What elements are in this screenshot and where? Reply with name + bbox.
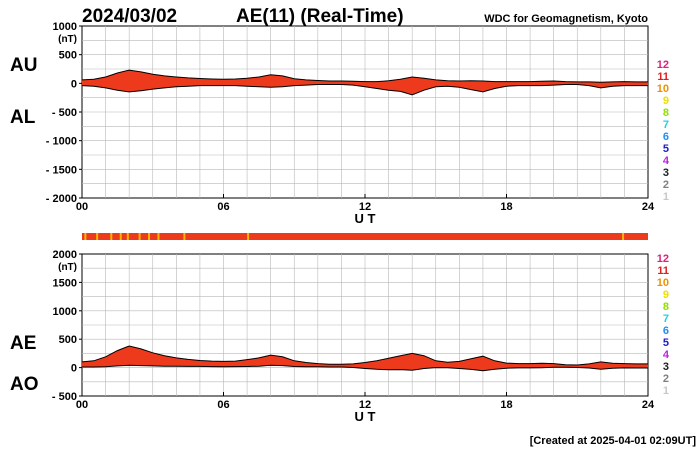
created-timestamp: [Created at 2025-04-01 02:09UT] <box>530 435 697 447</box>
activity-bar-accent <box>148 233 151 240</box>
legend-count-label: 3 <box>663 361 669 373</box>
activity-bar-accent <box>126 233 129 240</box>
y-tick-label: 0 <box>71 363 77 375</box>
activity-bar-accent <box>110 233 113 240</box>
legend-count-label: 2 <box>663 373 669 385</box>
y-tick-label: 1000 <box>53 306 77 318</box>
ae-ao-panel: 2000 1500 1000 500 0 - 500 (nT) 00 06 12 18 24 U T AE… <box>10 249 655 424</box>
au-al-panel: 1000 500 0 - 500 - 1000 - 1500 - 2000 (nT) 00 06 1… <box>10 21 655 226</box>
series-line-au <box>81 69 648 83</box>
y-tick-label: 0 <box>71 78 77 90</box>
legend-count-label: 10 <box>657 277 669 289</box>
series-label-au: AU <box>10 55 37 76</box>
activity-bar-accent <box>138 233 141 240</box>
legend-count-label: 9 <box>663 95 669 107</box>
x-axis-label: U T <box>355 211 376 226</box>
legend-count-label: 3 <box>663 167 669 179</box>
x-tick-label: 06 <box>217 399 229 411</box>
activity-bar-accent <box>247 233 250 240</box>
legend-count-label: 1 <box>663 385 669 397</box>
activity-band-fill <box>82 346 648 371</box>
y-tick-label: 500 <box>59 50 77 62</box>
legend-count-label: 12 <box>657 59 669 71</box>
date-title: 2024/03/02 <box>82 6 177 27</box>
legend-count-label: 4 <box>663 349 670 361</box>
y-unit-label: (nT) <box>58 262 77 273</box>
legend-count-label: 1 <box>663 191 669 203</box>
x-tick-label: 00 <box>76 201 88 213</box>
activity-bar-accent <box>119 233 122 240</box>
x-tick-label: 12 <box>359 201 371 213</box>
y-tick-label: 1500 <box>53 277 77 289</box>
y-unit-label: (nT) <box>58 34 77 45</box>
activity-bar-accent <box>84 233 87 240</box>
y-tick-label: 2000 <box>53 249 77 261</box>
y-tick-label: 1000 <box>53 21 77 33</box>
series-label-al: AL <box>10 107 36 128</box>
y-tick-label: - 2000 <box>46 193 77 205</box>
activity-bar-accent <box>183 233 186 240</box>
legend-count-label: 7 <box>663 313 669 325</box>
x-axis-label: U T <box>355 409 376 424</box>
x-tick-label: 12 <box>359 399 371 411</box>
legend-count-label: 5 <box>663 143 669 155</box>
y-tick-label: - 500 <box>52 107 77 119</box>
legend-count-label: 10 <box>657 83 669 95</box>
source-label: WDC for Geomagnetism, Kyoto <box>484 13 648 25</box>
legend-count-label: 6 <box>663 325 669 337</box>
legend-count-label: 2 <box>663 179 669 191</box>
series-label-ae: AE <box>10 333 36 354</box>
x-tick-label: 00 <box>76 399 88 411</box>
legend-count-label: 4 <box>663 155 670 167</box>
chart-title: AE(11) (Real-Time) <box>236 6 404 27</box>
series-label-ao: AO <box>10 374 39 395</box>
y-tick-label: 500 <box>59 334 77 346</box>
y-tick-label: - 1500 <box>46 164 77 176</box>
legend-count-label: 5 <box>663 337 669 349</box>
x-tick-label: 24 <box>642 201 655 213</box>
activity-bar-accent <box>96 233 99 240</box>
x-tick-label: 18 <box>500 201 512 213</box>
legend-count-label: 8 <box>663 107 669 119</box>
legend-count-label: 6 <box>663 131 669 143</box>
legend-count-label: 9 <box>663 289 669 301</box>
series-line-ae <box>81 345 648 366</box>
y-tick-label: - 1000 <box>46 136 77 148</box>
series-line-ao <box>82 364 648 372</box>
activity-color-bar <box>82 233 648 240</box>
activity-bar-fill <box>82 233 648 240</box>
y-tick-label: - 500 <box>52 391 77 403</box>
activity-band-fill <box>82 70 648 95</box>
activity-bar-accent <box>622 233 625 240</box>
x-tick-label: 06 <box>217 201 229 213</box>
legend-count-label: 7 <box>663 119 669 131</box>
series-line-al <box>81 84 648 96</box>
x-tick-label: 18 <box>500 399 512 411</box>
x-tick-label: 24 <box>642 399 655 411</box>
legend-count-label: 11 <box>657 265 669 277</box>
legend-count-label: 11 <box>657 71 669 83</box>
legend-count-label: 8 <box>663 301 669 313</box>
activity-bar-accent <box>157 233 160 240</box>
legend-count-label: 12 <box>657 253 669 265</box>
